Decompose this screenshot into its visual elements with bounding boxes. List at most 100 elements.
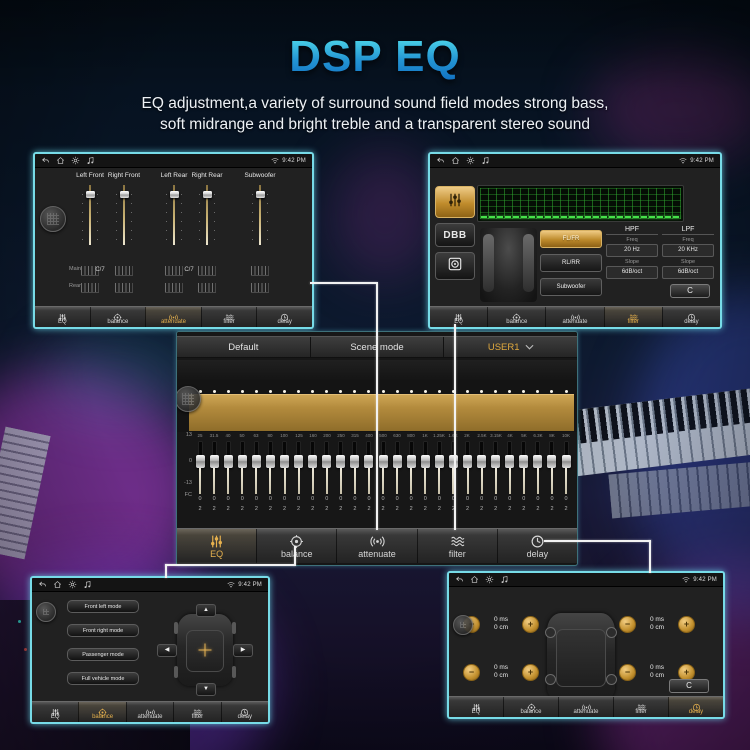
nav-filter[interactable]: filter [416,529,497,563]
level-slider[interactable] [164,183,184,247]
band-slider[interactable] [348,442,362,494]
delay-minus-button[interactable]: − [619,663,636,681]
nav-balance[interactable]: balance [503,697,558,717]
slider-handle[interactable] [255,191,265,198]
nav-eq[interactable]: EQ [32,702,78,722]
hpf-slope-value[interactable]: 6dB/oct [606,266,658,279]
arrow-right-button[interactable]: ▶ [233,644,253,657]
back-icon[interactable] [38,580,47,589]
level-slider[interactable] [80,183,100,247]
lpf-freq-value[interactable]: 20 KHz [662,244,714,257]
band-point[interactable] [320,390,334,394]
delay-plus-button[interactable]: + [678,663,695,681]
delay-minus-button[interactable]: − [619,615,636,633]
tab-default[interactable]: Default [177,337,310,357]
tab-user1[interactable]: USER1 [443,337,577,357]
eq-mode-button[interactable] [435,186,475,218]
nav-filter[interactable]: filter [613,697,668,717]
band-point[interactable] [545,390,559,394]
band-slider[interactable] [221,442,235,494]
band-point[interactable] [193,390,207,394]
band-slider[interactable] [517,442,531,494]
home-icon[interactable] [451,156,460,165]
band-point[interactable] [306,390,320,394]
band-slider[interactable] [193,442,207,494]
passenger-mode-button[interactable]: Passenger mode [67,648,139,661]
band-slider[interactable] [503,442,517,494]
nav-filter[interactable]: filter [603,307,662,327]
band-point[interactable] [292,390,306,394]
band-point[interactable] [263,390,277,394]
nav-delay[interactable]: delay [256,307,312,327]
band-slider[interactable] [207,442,221,494]
delay-plus-button[interactable]: + [522,615,539,633]
band-point[interactable] [390,390,404,394]
nav-balance[interactable]: balance [89,307,146,327]
band-point[interactable] [531,390,545,394]
band-slider[interactable] [545,442,559,494]
nav-attenuate[interactable]: attenuate [336,529,416,563]
level-slider[interactable] [114,183,134,247]
nav-eq[interactable]: EQ [177,529,257,563]
band-point[interactable] [446,390,460,394]
home-icon[interactable] [53,580,62,589]
nav-balance[interactable]: balance [256,529,336,563]
reset-button[interactable]: C [669,679,709,693]
band-point[interactable] [348,390,362,394]
nav-balance[interactable]: balance [487,307,545,327]
level-slider[interactable] [197,183,217,247]
band-point[interactable] [559,390,573,394]
band-slider[interactable] [362,442,376,494]
slider-handle[interactable] [202,191,212,198]
floating-widget-knob[interactable] [36,602,56,622]
nav-eq[interactable]: EQ [35,307,90,327]
nav-eq[interactable]: EQ [449,697,503,717]
band-point[interactable] [475,390,489,394]
band-slider[interactable] [475,442,489,494]
band-point[interactable] [517,390,531,394]
band-point[interactable] [489,390,503,394]
slider-handle[interactable] [85,191,95,198]
band-slider[interactable] [277,442,291,494]
band-slider[interactable] [446,442,460,494]
band-slider[interactable] [460,442,474,494]
band-slider[interactable] [306,442,320,494]
band-point[interactable] [207,390,221,394]
gear-icon[interactable] [466,156,475,165]
hpf-freq-value[interactable]: 20 Hz [606,244,658,257]
home-icon[interactable] [470,575,479,584]
band-slider[interactable] [292,442,306,494]
slider-handle[interactable] [169,191,179,198]
level-slider[interactable] [250,183,270,247]
nav-filter[interactable]: filter [200,307,257,327]
nav-attenuate[interactable]: attenuate [125,702,173,722]
band-point[interactable] [334,390,348,394]
arrow-down-button[interactable]: ▼ [196,683,216,696]
band-slider[interactable] [432,442,446,494]
band-slider[interactable] [404,442,418,494]
reset-button[interactable]: C [670,284,710,298]
nav-delay[interactable]: delay [668,697,723,717]
arrow-left-button[interactable]: ◀ [157,644,177,657]
nav-attenuate[interactable]: attenuate [558,697,613,717]
gear-icon[interactable] [68,580,77,589]
band-slider[interactable] [376,442,390,494]
delay-plus-button[interactable]: + [522,663,539,681]
nav-eq[interactable]: EQ [430,307,487,327]
band-point[interactable] [235,390,249,394]
full-vehicle-mode-button[interactable]: Full vehicle mode [67,672,139,685]
rlrr-button[interactable]: RL/RR [540,254,602,272]
nav-filter[interactable]: filter [173,702,220,722]
nav-delay[interactable]: delay [220,702,268,722]
band-slider[interactable] [489,442,503,494]
delay-plus-button[interactable]: + [678,615,695,633]
band-slider[interactable] [334,442,348,494]
band-point[interactable] [362,390,376,394]
nav-delay[interactable]: delay [661,307,720,327]
slider-handle[interactable] [119,191,129,198]
floating-widget-knob[interactable] [40,206,66,232]
subwoofer-mode-button[interactable] [435,252,475,280]
gear-icon[interactable] [71,156,80,165]
band-point[interactable] [277,390,291,394]
back-icon[interactable] [455,575,464,584]
